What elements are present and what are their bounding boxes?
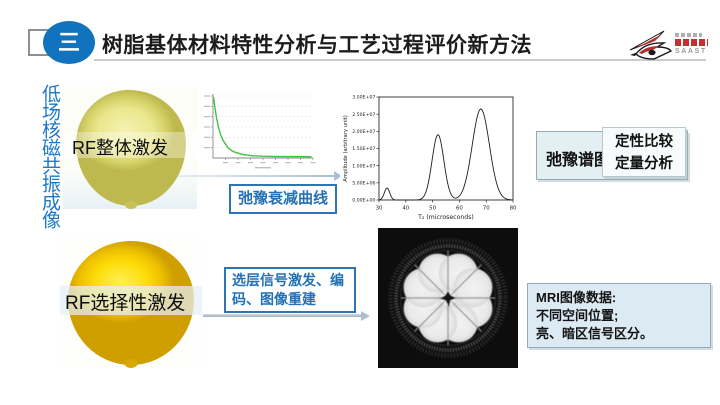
caption-line3: 亮、暗区信号区分。 <box>536 326 654 341</box>
arrow-head <box>334 171 342 181</box>
logo-text: SAAST <box>675 33 713 55</box>
svg-text:30: 30 <box>376 206 383 212</box>
svg-text:5.00E+06: 5.00E+06 <box>352 181 375 187</box>
label-band <box>63 132 197 158</box>
t2-spectrum-plot: 0.00E+00 5.00E+06 1.00E+07 1.50E+07 2.00E+07… <box>343 95 517 221</box>
svg-text:1.50E+07: 1.50E+07 <box>352 146 375 152</box>
slice-encoding-reconstruction-box: 选层信号激发、编 码、图像重建 <box>224 267 356 313</box>
lemon-nub <box>124 359 138 368</box>
title-underline <box>94 59 706 61</box>
relaxation-decay-curve-box: 弛豫衰减曲线 <box>229 184 337 214</box>
page-title: 树脂基体材料特性分析与工艺过程评价新方法 <box>102 34 532 57</box>
saast-logo: SAAST <box>628 26 716 66</box>
mri-cross-section-image <box>378 228 518 368</box>
mri-lemon-slice <box>378 228 518 368</box>
caption-line1: MRI图像数据: <box>536 290 617 305</box>
svg-text:2.50E+07: 2.50E+07 <box>352 112 375 118</box>
side-label-nmr-imaging: 低场核磁共振成像 <box>39 84 60 228</box>
rf-selective-excitation-label: RF选择性激发 <box>65 293 186 314</box>
qualitative-comparison-label: 定性比较 <box>615 134 673 150</box>
relaxation-spectrum-label: 弛豫谱图 <box>546 152 611 169</box>
t2-spectrum-chart: 0.00E+00 5.00E+06 1.00E+07 1.50E+07 2.00E+07… <box>340 88 520 228</box>
lemon-nub <box>125 201 137 209</box>
decay-curve-plot <box>204 94 316 169</box>
svg-text:70: 70 <box>483 206 490 212</box>
section-number: 三 <box>57 30 80 55</box>
svg-text:2.00E+07: 2.00E+07 <box>352 129 375 135</box>
svg-text:50: 50 <box>429 206 436 212</box>
svg-text:40: 40 <box>402 206 409 212</box>
lemon-photo-selective: RF选择性激发 <box>60 237 202 368</box>
label-band <box>60 286 202 315</box>
svg-text:80: 80 <box>510 206 517 212</box>
svg-text:0.00E+00: 0.00E+00 <box>352 198 375 204</box>
svg-text:Amplitude (arbitrary unit): Amplitude (arbitrary unit) <box>343 115 349 182</box>
winged-eye-icon <box>629 30 673 60</box>
svg-text:1.00E+07: 1.00E+07 <box>352 163 375 169</box>
logo-text-line1 <box>675 33 702 37</box>
caption-line2: 不同空间位置; <box>536 308 619 323</box>
rf-whole-excitation-label: RF整体激发 <box>72 138 168 158</box>
relaxation-decay-chart <box>199 88 319 174</box>
lemon-photo-whole: RF整体激发 <box>63 87 197 209</box>
arrow-head <box>361 311 370 321</box>
arrow-shaft <box>176 175 334 177</box>
process-line2: 码、图像重建 <box>232 291 316 307</box>
arrow-shaft <box>203 314 361 317</box>
process-line1: 选层信号激发、编 <box>232 272 344 288</box>
lemon-fruit <box>76 90 186 209</box>
analysis-box: 定性比较 定量分析 <box>602 127 686 177</box>
logo-text-line2 <box>675 39 708 46</box>
logo-saast-text: SAAST <box>675 48 707 55</box>
svg-text:60: 60 <box>456 206 463 212</box>
quantitative-analysis-label: 定量分析 <box>615 156 673 172</box>
mri-data-caption-box: MRI图像数据: 不同空间位置; 亮、暗区信号区分。 <box>527 283 711 348</box>
svg-text:T₂ (microseconds): T₂ (microseconds) <box>417 214 474 221</box>
section-number-badge: 三 <box>43 21 95 64</box>
svg-text:3.00E+07: 3.00E+07 <box>352 95 375 101</box>
